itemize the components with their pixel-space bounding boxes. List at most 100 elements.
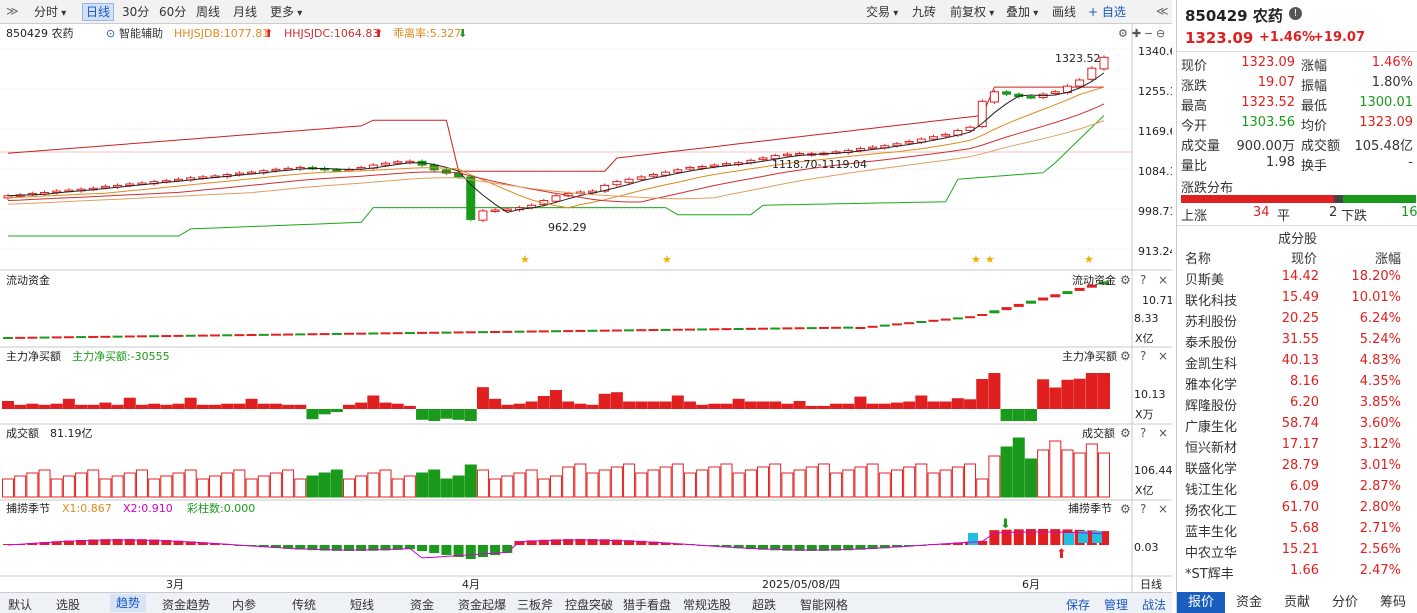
tab-1[interactable]: 资金 xyxy=(1235,595,1262,610)
strategy-tab[interactable]: 默认 xyxy=(8,598,33,612)
tab-0[interactable]: 报价 xyxy=(1177,592,1225,613)
stock-name[interactable]: 扬农化工 xyxy=(1185,504,1238,519)
strategy-tab[interactable]: 选股 xyxy=(56,598,81,612)
tab-30min[interactable]: 30分 xyxy=(122,5,150,19)
tab-daily[interactable]: 日线 xyxy=(82,3,115,21)
trade-menu[interactable]: 交易 xyxy=(862,3,902,21)
stock-name[interactable]: 金凯生科 xyxy=(1185,357,1238,372)
add-icon[interactable]: ✚ xyxy=(1132,27,1141,40)
gear-icon[interactable]: ⚙ xyxy=(1120,349,1131,363)
tab-3[interactable]: 分价 xyxy=(1331,595,1358,610)
tab-4[interactable]: 筹码 xyxy=(1379,595,1406,610)
candle xyxy=(271,168,281,172)
stat-label: 最低 xyxy=(1301,99,1328,114)
stock-name[interactable]: 联盛化学 xyxy=(1185,462,1238,477)
stock-name[interactable]: 钱江生化 xyxy=(1185,483,1238,498)
volume-bar xyxy=(123,472,136,498)
stock-name[interactable]: 苏利股份 xyxy=(1185,315,1238,330)
collapse-left-icon[interactable]: ≫ xyxy=(6,4,19,18)
kline-chart[interactable]: ★ ★ ★ ★ ★ ⬇ ⬆ 850429 农药 ⊙ 智能辅助 HHJSJDB:1077.8… xyxy=(0,24,1172,592)
stock-name[interactable]: 贝斯美 xyxy=(1185,273,1225,288)
season-bar xyxy=(356,545,367,551)
strategy-tab[interactable]: 资金趋势 xyxy=(162,598,211,612)
season-bar xyxy=(380,545,391,551)
strategy-tab[interactable]: 短线 xyxy=(350,598,375,612)
info-icon[interactable]: ! xyxy=(1289,7,1302,20)
candle xyxy=(855,148,865,151)
strategy-tab[interactable]: 资金起爆 xyxy=(458,598,507,612)
save-button[interactable]: 保存 xyxy=(1066,598,1091,612)
minus-icon[interactable]: − xyxy=(1144,27,1153,40)
stock-name[interactable]: 联化科技 xyxy=(1185,294,1238,309)
tab-60min[interactable]: 60分 xyxy=(159,5,187,19)
net-bar xyxy=(903,401,916,409)
help-icon[interactable]: ? xyxy=(1140,502,1146,516)
assist-label[interactable]: 智能辅助 xyxy=(119,26,163,40)
stock-pct: 3.85% xyxy=(1359,395,1401,410)
draw-button[interactable]: 画线 xyxy=(1052,5,1077,19)
assist-icon[interactable]: ⊙ xyxy=(106,27,115,40)
stock-name[interactable]: 雅本化学 xyxy=(1185,378,1238,393)
help-icon[interactable]: ? xyxy=(1140,349,1146,363)
strategy-tab[interactable]: 猎手看盘 xyxy=(623,598,672,612)
gear-icon[interactable]: ⚙ xyxy=(1120,426,1131,440)
strategy-tab[interactable]: 常规选股 xyxy=(683,598,732,612)
close-icon[interactable]: × xyxy=(1158,349,1168,363)
strategy-tab[interactable]: 趋势 xyxy=(110,594,147,612)
tab-monthly[interactable]: 月线 xyxy=(233,5,258,19)
more-menu[interactable]: 更多 xyxy=(266,3,306,21)
net-bar xyxy=(598,393,611,409)
col-pct[interactable]: 涨幅 xyxy=(1374,252,1401,267)
stock-name[interactable]: 中农立华 xyxy=(1185,546,1238,561)
net-bar xyxy=(647,401,660,409)
gear-icon[interactable]: ⚙ xyxy=(1120,273,1131,287)
stock-name[interactable]: *ST辉丰 xyxy=(1185,567,1234,582)
close-icon[interactable]: × xyxy=(1158,273,1168,287)
season-bar xyxy=(599,539,610,545)
gear-icon[interactable]: ⚙ xyxy=(1120,502,1131,516)
strategy-tab[interactable]: 超跌 xyxy=(752,598,777,612)
stock-name[interactable]: 恒兴新材 xyxy=(1185,441,1238,456)
close-icon[interactable]: × xyxy=(1158,426,1168,440)
stock-name[interactable]: 蓝丰生化 xyxy=(1185,525,1238,540)
gear-icon[interactable]: ⚙ xyxy=(1118,27,1128,40)
strategy-tab[interactable]: 传统 xyxy=(292,598,317,612)
volume-bar xyxy=(111,475,124,498)
down-count: 16 xyxy=(1401,205,1417,220)
col-price[interactable]: 现价 xyxy=(1290,252,1317,267)
add-watchlist-button[interactable]: + 自选 xyxy=(1088,5,1126,19)
close-icon[interactable]: × xyxy=(1158,502,1168,516)
volume-bar xyxy=(233,469,246,498)
stock-name[interactable]: 泰禾股份 xyxy=(1185,336,1238,351)
manage-button[interactable]: 管理 xyxy=(1104,598,1129,612)
jiuzhuan-button[interactable]: 九砖 xyxy=(912,5,937,19)
strategy-tab[interactable]: 三板斧 xyxy=(517,598,554,612)
net-bar xyxy=(757,401,770,409)
season-bar xyxy=(806,545,817,551)
stock-pct: 2.87% xyxy=(1359,479,1401,494)
strategy-tab[interactable]: 智能网格 xyxy=(800,598,849,612)
collapse-right-icon[interactable]: ≪ xyxy=(1156,4,1169,18)
down-arrow-icon: ⬇ xyxy=(458,27,467,40)
volume-bar xyxy=(306,475,319,498)
tab-fenshi[interactable]: 分时 xyxy=(30,3,70,21)
strategy-tab[interactable]: 内参 xyxy=(232,598,257,612)
help-icon[interactable]: ? xyxy=(1140,273,1146,287)
volume-bar xyxy=(1098,452,1110,498)
strategy-tab[interactable]: 控盘突破 xyxy=(565,598,614,612)
tab-weekly[interactable]: 周线 xyxy=(196,5,221,19)
strategy-tab[interactable]: 资金 xyxy=(410,598,435,612)
col-name[interactable]: 名称 xyxy=(1185,252,1212,267)
net-bar xyxy=(440,409,453,419)
volume-bar xyxy=(342,478,355,498)
season-bar xyxy=(1038,529,1049,545)
overlay-menu[interactable]: 叠加 xyxy=(1002,3,1042,21)
help-icon[interactable]: ? xyxy=(1140,426,1146,440)
strategy-button[interactable]: 战法 xyxy=(1142,598,1167,612)
stock-name[interactable]: 辉隆股份 xyxy=(1185,399,1238,414)
tab-2[interactable]: 贡献 xyxy=(1283,595,1310,610)
adjust-menu[interactable]: 前复权 xyxy=(946,3,998,21)
stock-name[interactable]: 广康生化 xyxy=(1185,420,1238,435)
zoom-out-icon[interactable]: ⊖ xyxy=(1156,27,1165,40)
candle xyxy=(636,176,646,180)
